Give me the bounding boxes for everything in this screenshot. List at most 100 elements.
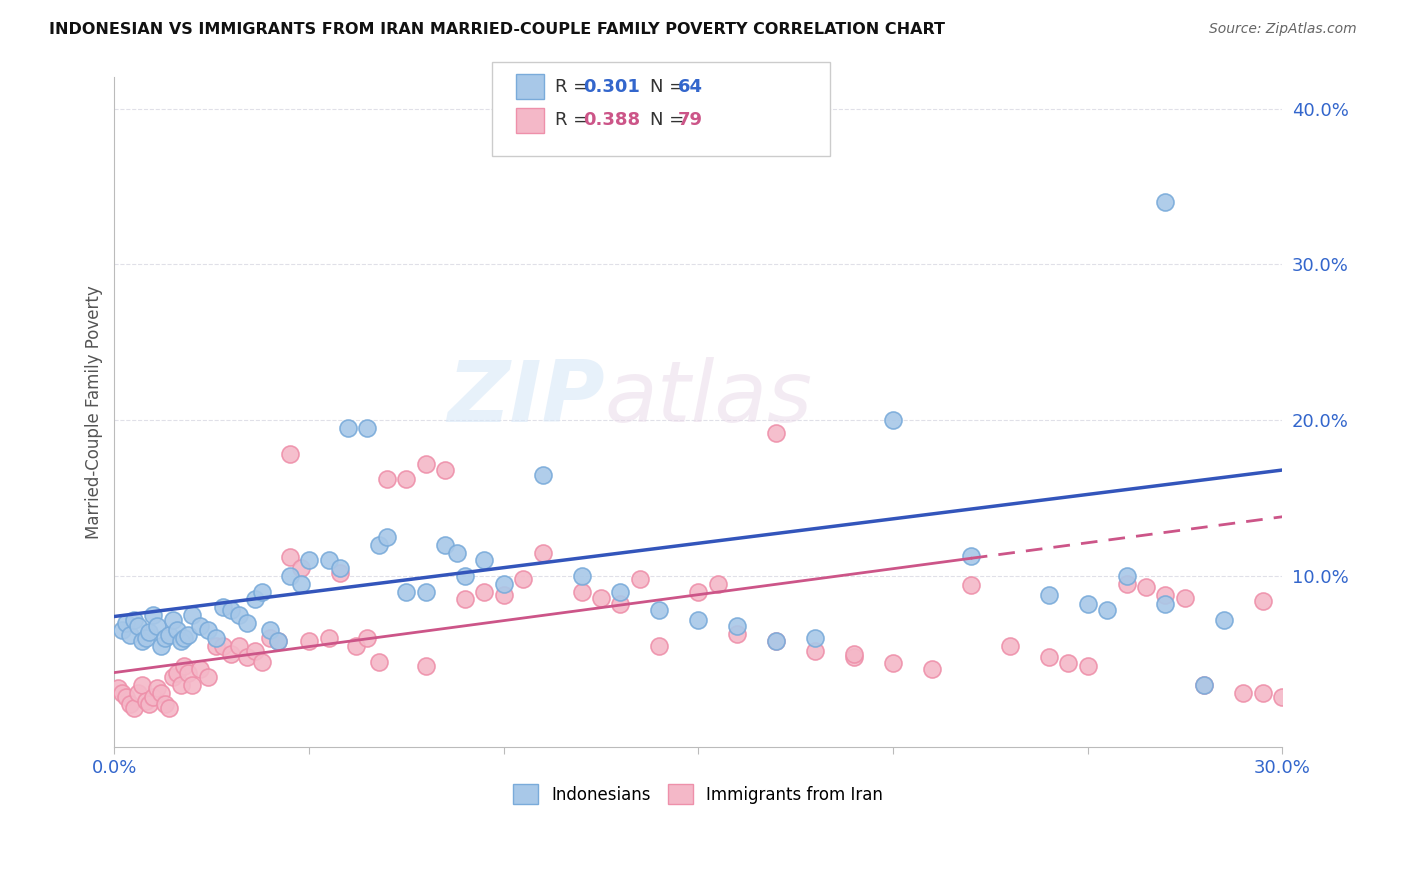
Point: [1212, 613, 1234, 627]
Point: [959, 549, 981, 563]
Point: [127, 619, 149, 633]
Point: [1174, 591, 1197, 605]
Point: [1077, 597, 1099, 611]
Point: [153, 697, 176, 711]
Point: [236, 650, 259, 665]
Point: [157, 628, 180, 642]
Point: [589, 591, 612, 605]
Point: [298, 553, 321, 567]
Point: [688, 584, 710, 599]
Point: [842, 647, 865, 661]
Point: [169, 634, 191, 648]
Point: [1115, 569, 1137, 583]
Point: [197, 624, 219, 638]
Point: [1154, 597, 1177, 611]
Point: [259, 632, 281, 646]
Point: [146, 681, 169, 695]
Y-axis label: Married-Couple Family Poverty: Married-Couple Family Poverty: [86, 285, 103, 540]
Text: N =: N =: [650, 78, 689, 95]
Point: [135, 693, 157, 707]
Point: [1038, 588, 1060, 602]
Point: [531, 467, 554, 482]
Point: [267, 634, 290, 648]
Point: [512, 572, 534, 586]
Point: [150, 686, 173, 700]
Point: [122, 701, 145, 715]
Point: [111, 686, 134, 700]
Point: [118, 628, 141, 642]
Point: [1154, 195, 1177, 210]
Text: atlas: atlas: [605, 358, 813, 441]
Point: [252, 584, 274, 599]
Point: [1154, 588, 1177, 602]
Point: [492, 576, 515, 591]
Point: [688, 613, 710, 627]
Point: [204, 632, 226, 646]
Text: N =: N =: [650, 112, 689, 129]
Point: [446, 546, 468, 560]
Point: [138, 697, 160, 711]
Point: [115, 615, 138, 630]
Point: [252, 655, 274, 669]
Point: [236, 615, 259, 630]
Point: [181, 678, 204, 692]
Point: [318, 553, 340, 567]
Point: [107, 681, 129, 695]
Point: [882, 657, 904, 671]
Point: [177, 628, 200, 642]
Point: [166, 665, 188, 680]
Point: [725, 619, 748, 633]
Point: [146, 619, 169, 633]
Point: [368, 655, 391, 669]
Point: [1232, 686, 1254, 700]
Point: [1095, 603, 1118, 617]
Point: [228, 639, 250, 653]
Point: [492, 588, 515, 602]
Point: [278, 550, 301, 565]
Text: 64: 64: [678, 78, 703, 95]
Point: [243, 644, 266, 658]
Point: [395, 472, 418, 486]
Point: [434, 538, 457, 552]
Point: [204, 639, 226, 653]
Point: [166, 624, 188, 638]
Point: [415, 659, 437, 673]
Text: Source: ZipAtlas.com: Source: ZipAtlas.com: [1209, 22, 1357, 37]
Point: [472, 553, 495, 567]
Point: [142, 607, 165, 622]
Point: [395, 584, 418, 599]
Point: [267, 634, 290, 648]
Point: [1194, 678, 1216, 692]
Point: [228, 607, 250, 622]
Point: [725, 626, 748, 640]
Point: [290, 561, 312, 575]
Text: R =: R =: [555, 112, 595, 129]
Point: [1194, 678, 1216, 692]
Point: [157, 701, 180, 715]
Point: [169, 678, 191, 692]
Point: [336, 421, 359, 435]
Point: [142, 690, 165, 705]
Legend: Indonesians, Immigrants from Iran: Indonesians, Immigrants from Iran: [505, 776, 891, 813]
Point: [111, 624, 134, 638]
Point: [356, 421, 378, 435]
Text: ZIP: ZIP: [447, 358, 605, 441]
Point: [329, 566, 352, 580]
Point: [1077, 659, 1099, 673]
Point: [318, 632, 340, 646]
Point: [415, 584, 437, 599]
Point: [998, 639, 1021, 653]
Point: [765, 634, 787, 648]
Point: [131, 634, 153, 648]
Point: [188, 619, 211, 633]
Point: [243, 592, 266, 607]
Point: [115, 690, 138, 705]
Point: [212, 639, 235, 653]
Point: [173, 632, 195, 646]
Point: [842, 650, 865, 665]
Point: [135, 632, 157, 646]
Point: [571, 584, 593, 599]
Point: [1271, 690, 1294, 705]
Text: R =: R =: [555, 78, 595, 95]
Point: [181, 607, 204, 622]
